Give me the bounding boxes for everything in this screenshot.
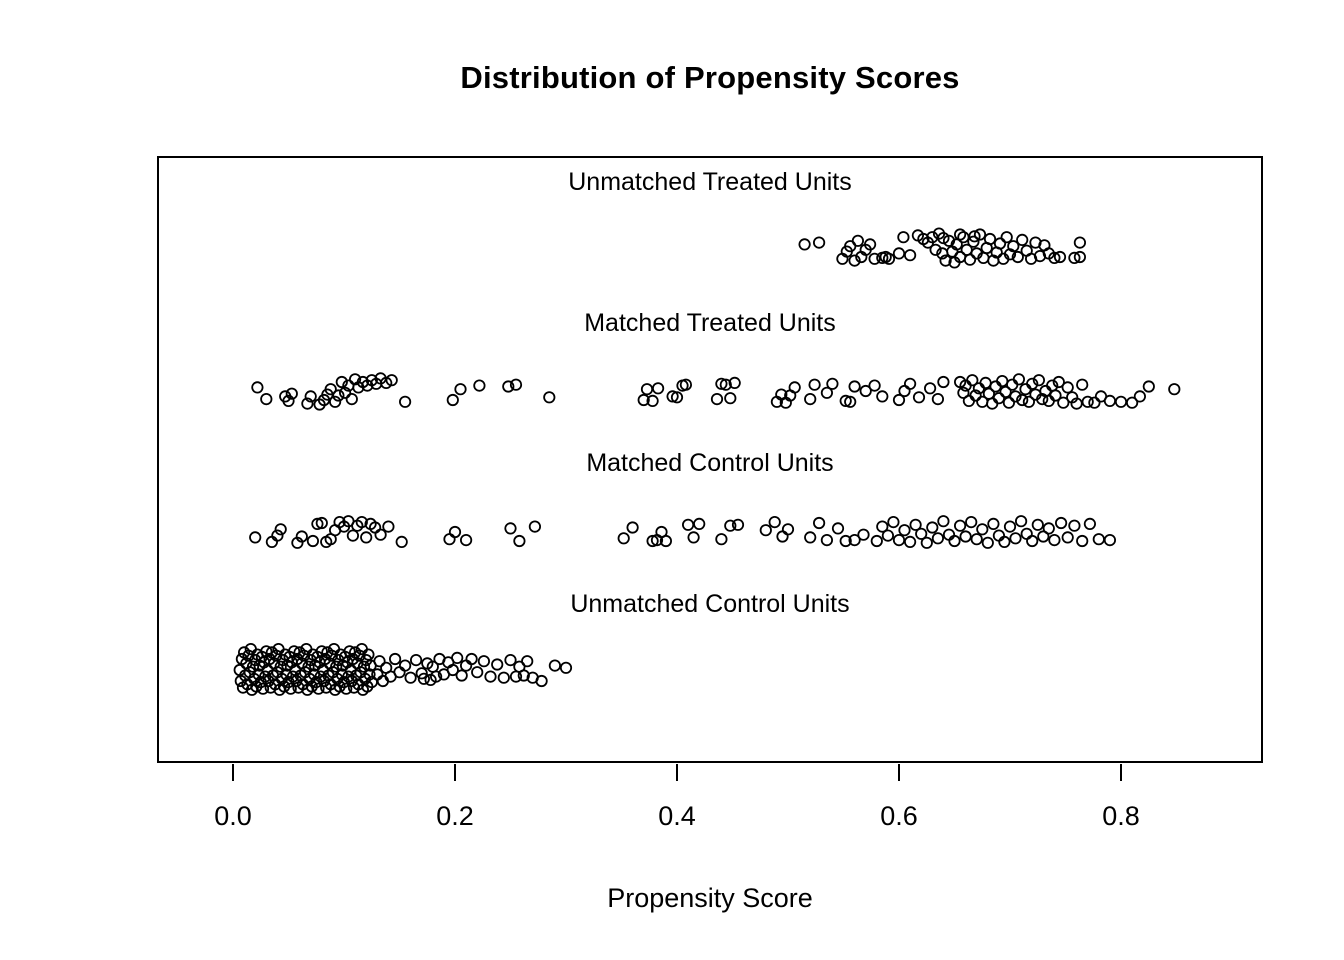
x-axis-tick <box>232 764 234 781</box>
group-label-unmatched-control: Unmatched Control Units <box>570 590 850 618</box>
x-axis-tick-label: 0.8 <box>1102 801 1140 831</box>
x-axis-tick-label: 0.0 <box>214 801 252 831</box>
x-axis-tick <box>1120 764 1122 781</box>
x-axis-tick <box>454 764 456 781</box>
chart-title: Distribution of Propensity Scores <box>460 60 960 95</box>
group-label-matched-treated: Matched Treated Units <box>584 309 836 337</box>
x-axis-tick <box>676 764 678 781</box>
group-label-unmatched-treated: Unmatched Treated Units <box>568 168 852 196</box>
x-axis-tick <box>898 764 900 781</box>
group-label-matched-control: Matched Control Units <box>586 449 834 477</box>
x-axis-title: Propensity Score <box>607 883 813 913</box>
x-axis-tick-label: 0.4 <box>658 801 696 831</box>
x-axis-tick-label: 0.2 <box>436 801 474 831</box>
x-axis-tick-label: 0.6 <box>880 801 918 831</box>
